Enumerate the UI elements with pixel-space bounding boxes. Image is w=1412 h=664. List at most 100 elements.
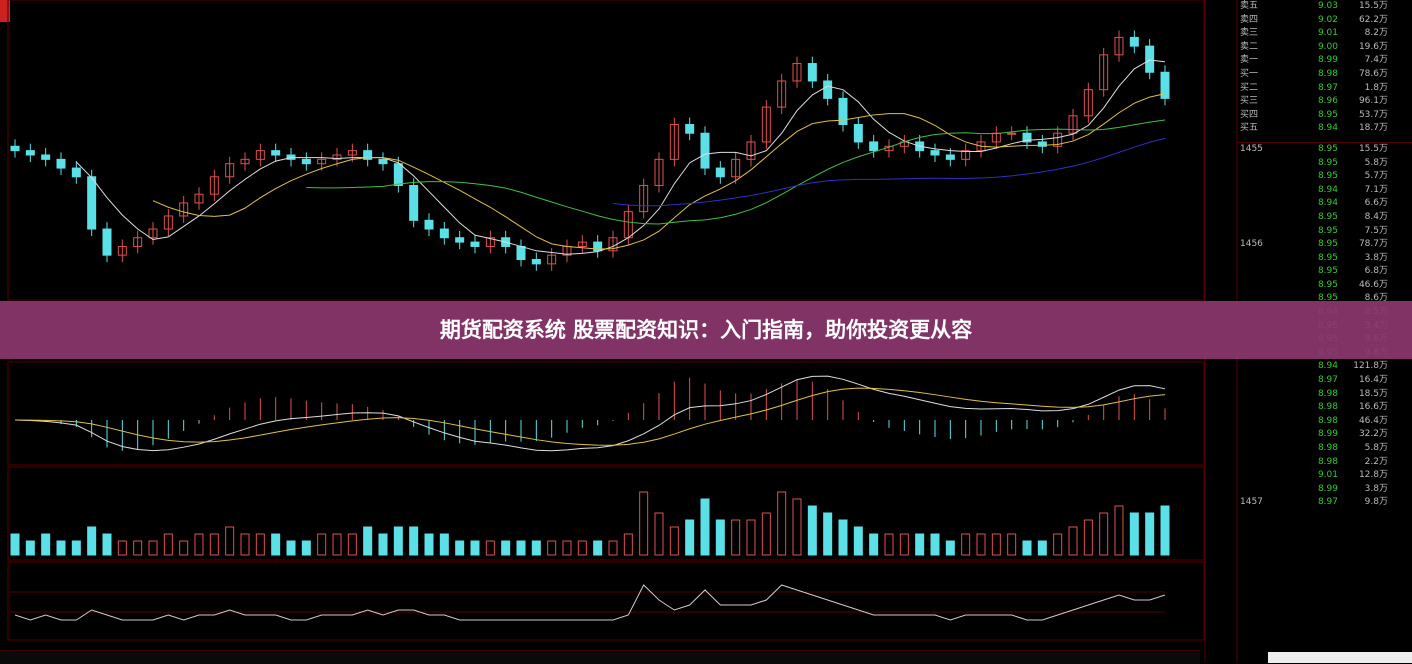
candle bbox=[470, 241, 480, 247]
tick-row: 8.98 2.2万 bbox=[1238, 456, 1412, 470]
left-tab-marker[interactable] bbox=[0, 0, 10, 22]
tick-row-vol: 18.5万 bbox=[1358, 388, 1388, 399]
tick-row-time bbox=[1238, 469, 1298, 483]
volume-bar bbox=[976, 533, 986, 556]
candle bbox=[547, 254, 557, 265]
pane-frame bbox=[7, 561, 1205, 641]
volume-bar bbox=[700, 498, 710, 556]
candle bbox=[1099, 54, 1109, 91]
tick-row-vol: 5.8万 bbox=[1364, 443, 1388, 453]
tick-row-time bbox=[1238, 442, 1298, 456]
order-book-row-size: 53.7万 bbox=[1358, 109, 1388, 120]
order-book-row-label: 买一 bbox=[1240, 68, 1259, 79]
tick-row-vol: 6.8万 bbox=[1364, 266, 1388, 277]
volume-bar bbox=[271, 533, 281, 556]
tick-row-vol: 7.5万 bbox=[1364, 225, 1388, 236]
candle bbox=[792, 63, 802, 82]
candle bbox=[700, 132, 710, 169]
volume-bar bbox=[731, 519, 741, 556]
tick-row-price: 8.95 bbox=[1317, 293, 1338, 304]
volume-bar bbox=[225, 526, 235, 556]
tick-row: 8.95 5.7万 bbox=[1238, 170, 1412, 184]
candle bbox=[761, 106, 771, 143]
candle bbox=[179, 202, 189, 217]
order-book-row-size: 96.1万 bbox=[1358, 96, 1388, 107]
order-book-row-size: 7.4万 bbox=[1364, 55, 1388, 66]
volume-bar bbox=[930, 533, 940, 556]
tick-row-price: 8.98 bbox=[1317, 415, 1338, 426]
candle bbox=[807, 63, 817, 82]
candle bbox=[869, 141, 879, 152]
order-book-row-size: 78.6万 bbox=[1358, 68, 1388, 79]
order-book-row-price: 8.96 bbox=[1317, 96, 1338, 107]
order-book-row-label: 卖三 bbox=[1240, 28, 1259, 39]
kline-chart[interactable] bbox=[0, 0, 1238, 663]
candle bbox=[41, 154, 51, 160]
candle bbox=[654, 158, 664, 186]
volume-bar bbox=[853, 526, 863, 556]
tick-row-time bbox=[1238, 279, 1298, 293]
tick-row-price: 8.98 bbox=[1317, 456, 1338, 467]
tick-row: 1455 8.95 15.5万 bbox=[1238, 143, 1412, 157]
volume-bar bbox=[424, 533, 434, 556]
tick-row-price: 8.97 bbox=[1317, 375, 1338, 386]
order-book-row: 买三 8.96 96.1万 bbox=[1238, 95, 1412, 109]
candle bbox=[163, 215, 173, 230]
candle bbox=[10, 145, 20, 152]
tick-row-time bbox=[1238, 197, 1298, 211]
order-book: 卖五 9.03 15.5万 卖四 9.02 62.2万 卖三 9.01 8.2万 卖二 9.00 19… bbox=[1238, 0, 1412, 136]
tick-row: 8.95 8.4万 bbox=[1238, 211, 1412, 225]
volume-bar bbox=[1099, 512, 1109, 556]
volume-bar bbox=[133, 540, 143, 556]
tick-row-time bbox=[1238, 483, 1298, 497]
volume-bar bbox=[884, 533, 894, 556]
tick-row-vol: 5.8万 bbox=[1364, 157, 1388, 168]
tick-row-price: 8.95 bbox=[1317, 239, 1338, 250]
candle bbox=[148, 228, 158, 239]
tick-row-time: 1456 bbox=[1240, 239, 1263, 250]
order-book-row-price: 8.99 bbox=[1317, 55, 1338, 66]
volume-bar bbox=[838, 519, 848, 556]
tick-row-vol: 8.6万 bbox=[1364, 293, 1388, 304]
order-book-row-size: 8.2万 bbox=[1364, 28, 1388, 39]
tick-row-time bbox=[1238, 401, 1298, 415]
volume-bar bbox=[1022, 540, 1032, 556]
order-book-row: 卖三 9.01 8.2万 bbox=[1238, 27, 1412, 41]
volume-bar bbox=[455, 540, 465, 556]
volume-bar bbox=[1145, 512, 1155, 556]
volume-bar bbox=[179, 540, 189, 556]
tick-row-vol: 16.4万 bbox=[1358, 375, 1388, 386]
candle bbox=[56, 158, 66, 169]
tick-row: 8.98 5.8万 bbox=[1238, 442, 1412, 456]
tick-row-vol: 46.4万 bbox=[1358, 415, 1388, 426]
candle bbox=[424, 219, 434, 230]
volume-bar bbox=[1160, 505, 1170, 556]
tick-row-vol: 2.2万 bbox=[1364, 456, 1388, 467]
candle bbox=[1068, 115, 1078, 134]
tick-row-price: 8.94 bbox=[1317, 198, 1338, 209]
tick-row-price: 8.95 bbox=[1317, 266, 1338, 277]
tick-row-vol: 8.4万 bbox=[1364, 211, 1388, 222]
tick-row-vol: 78.7万 bbox=[1358, 239, 1388, 250]
volume-bar bbox=[654, 512, 664, 556]
candle bbox=[731, 158, 741, 178]
volume-bar bbox=[593, 540, 603, 556]
tick-row-vol: 12.8万 bbox=[1358, 470, 1388, 481]
candle bbox=[1145, 45, 1155, 73]
ma40-line bbox=[612, 137, 1166, 207]
order-book-row-label: 买三 bbox=[1240, 96, 1259, 107]
candle bbox=[669, 124, 679, 160]
candle bbox=[1022, 132, 1032, 143]
order-book-row-price: 9.01 bbox=[1317, 28, 1338, 39]
tick-row: 1456 8.95 78.7万 bbox=[1238, 238, 1412, 252]
ma20-line bbox=[306, 119, 1166, 225]
volume-bar bbox=[915, 533, 925, 556]
tick-row-vol: 3.8万 bbox=[1364, 483, 1388, 494]
volume-bar bbox=[823, 512, 833, 556]
indicator-tab-bar[interactable] bbox=[0, 650, 1200, 664]
tick-row: 8.99 3.8万 bbox=[1238, 483, 1412, 497]
volume-bar bbox=[1053, 533, 1063, 556]
order-book-row-label: 买五 bbox=[1240, 123, 1259, 134]
tick-row-price: 8.95 bbox=[1317, 279, 1338, 290]
tick-row-price: 8.95 bbox=[1317, 211, 1338, 222]
